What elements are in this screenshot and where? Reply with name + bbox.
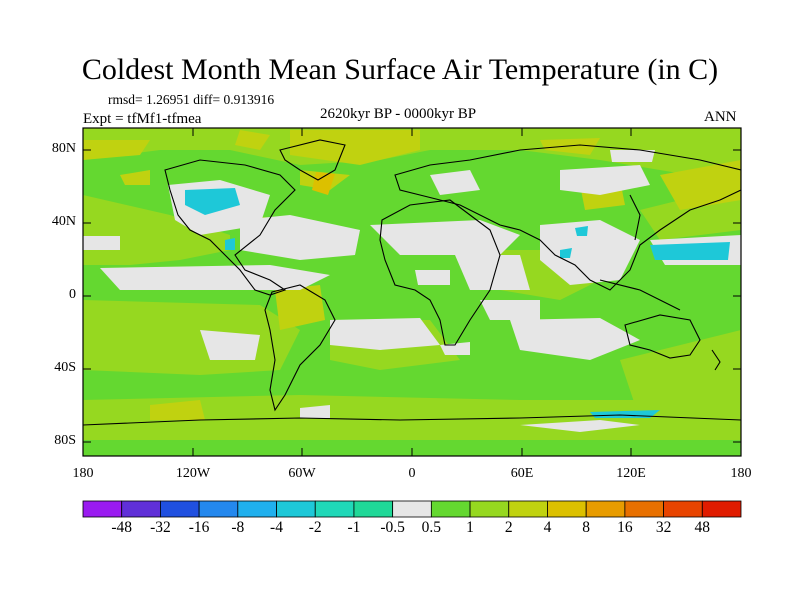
- colorbar-label: 16: [617, 519, 633, 536]
- lat-label-40n: 40N: [51, 214, 76, 229]
- colorbar-swatch: [314, 500, 355, 518]
- colorbar-swatch: [121, 500, 161, 518]
- eurasia-coast: [394, 144, 741, 291]
- colorbar-label: 8: [582, 519, 591, 536]
- temperature-field: [83, 128, 741, 456]
- colorbar-swatch: [508, 500, 548, 518]
- colorbar-label: -32: [150, 519, 171, 536]
- colorbar-swatch: [585, 500, 626, 518]
- antarctica-coast: [83, 414, 741, 426]
- south-america-coast: [264, 284, 336, 412]
- colorbar-label: 32: [655, 519, 672, 536]
- season-label: ANN: [704, 109, 737, 125]
- colorbar-label: -48: [111, 519, 133, 536]
- colorbar-swatch: [276, 500, 316, 518]
- experiment-label: Expt = tfMf1-tfmea: [83, 111, 202, 127]
- colorbar-swatch: [663, 500, 703, 518]
- lon-label-180e: 180: [730, 466, 752, 481]
- colorbar-swatch: [624, 500, 664, 518]
- strong-warm-regions: [83, 130, 741, 420]
- lon-label-60w: 60W: [288, 466, 316, 481]
- colorbar-swatch: [198, 500, 239, 518]
- colorbar-swatch: [237, 500, 277, 518]
- colorbar: [82, 500, 742, 518]
- colorbar-label: 4: [543, 519, 552, 536]
- lon-label-180w: 180: [72, 466, 94, 481]
- africa-coast: [379, 199, 501, 346]
- colorbar-swatch: [353, 500, 394, 518]
- colorbar-label: 48: [694, 519, 711, 536]
- axis-ticks: [83, 128, 741, 456]
- lat-label-40s: 40S: [54, 360, 76, 375]
- greenland-coast: [279, 139, 346, 181]
- colorbar-swatch: [392, 500, 432, 518]
- new-zealand-coast: [711, 349, 721, 371]
- colorbar-label: 2: [504, 519, 513, 536]
- colorbar-label: -1: [347, 519, 361, 536]
- lon-label-120e: 120E: [616, 466, 646, 481]
- lon-label-60e: 60E: [510, 466, 534, 481]
- lon-label-120w: 120W: [175, 466, 211, 481]
- colorbar-label: 0.5: [421, 519, 442, 536]
- colorbar-swatch: [469, 500, 510, 518]
- lat-label-0: 0: [69, 287, 76, 302]
- colorbar-swatch: [547, 500, 587, 518]
- colorbar-swatch: [82, 500, 123, 518]
- lon-label-0: 0: [408, 466, 416, 481]
- map-title: Coldest Month Mean Surface Air Temperatu…: [81, 53, 719, 86]
- japan-coast: [629, 194, 641, 241]
- colorbar-label: 1: [466, 519, 474, 536]
- coastlines: [83, 139, 741, 426]
- lat-label-80s: 80S: [54, 433, 76, 448]
- colorbar-label: -8: [231, 519, 245, 536]
- north-america-coast: [164, 159, 296, 296]
- colorbar-label: -4: [270, 519, 283, 536]
- colorbar-swatch: [430, 500, 471, 518]
- rmsd-stat: rmsd= 1.26951 diff= 0.913916: [108, 92, 275, 107]
- colorbar-swatch: [701, 500, 742, 518]
- australia-coast: [624, 314, 701, 359]
- colorbar-swatch: [160, 500, 200, 518]
- colorbar-label: -0.5: [380, 519, 405, 536]
- lat-label-80n: 80N: [51, 141, 76, 156]
- colorbar-label: -16: [188, 519, 210, 536]
- colorbar-label: -2: [308, 519, 322, 536]
- maritime-asia-coast: [599, 279, 681, 311]
- period-subtitle: 2620kyr BP - 0000kyr BP: [320, 106, 477, 122]
